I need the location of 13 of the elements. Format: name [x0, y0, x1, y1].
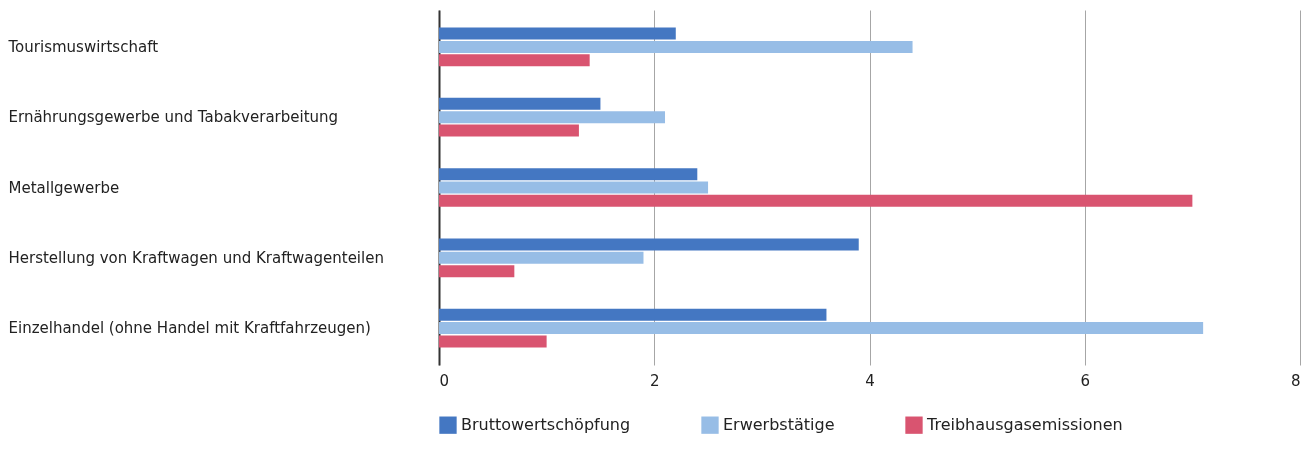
x-tick-label: 8: [1290, 371, 1301, 390]
legend-label: Treibhausgasemissionen: [926, 415, 1123, 435]
x-tick-label: 0: [439, 371, 450, 390]
y-tick-label: Einzelhandel (ohne Handel mit Kraftfahrzeugen): [8, 319, 371, 338]
legend-label: Erwerbstätige: [723, 415, 835, 435]
x-tick-label: 2: [649, 371, 660, 390]
y-tick-label: Ernährungsgewerbe und Tabakverarbeitung: [8, 108, 339, 127]
y-tick-label: Metallgewerbe: [8, 178, 120, 197]
x-tick-label: 6: [1080, 371, 1091, 390]
y-tick-label: Tourismuswirtschaft: [7, 37, 159, 56]
legend-label: Bruttowertschöpfung: [461, 415, 631, 435]
x-tick-label: 4: [865, 371, 875, 390]
y-tick-label: Herstellung von Kraftwagen und Kraftwagenteilen: [8, 248, 384, 267]
